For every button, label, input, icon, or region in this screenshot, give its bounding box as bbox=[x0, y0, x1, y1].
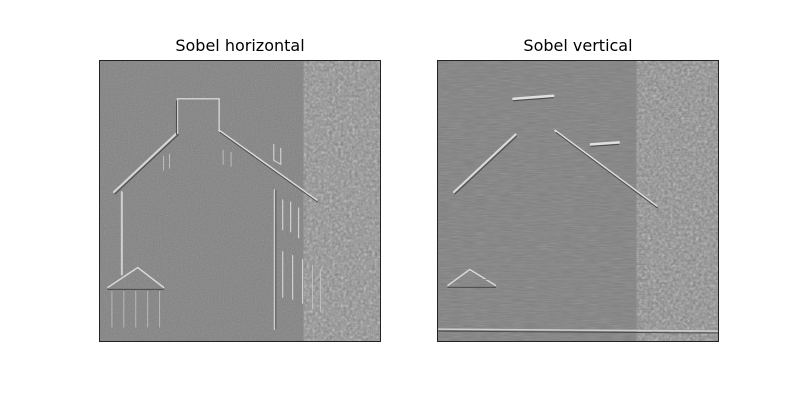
sobel-vertical-image bbox=[437, 60, 719, 342]
sobel-horizontal-drawing bbox=[100, 61, 380, 341]
title-sobel-horizontal: Sobel horizontal bbox=[175, 36, 305, 55]
sobel-vertical-drawing bbox=[438, 61, 718, 341]
sobel-horizontal-image bbox=[99, 60, 381, 342]
title-sobel-vertical: Sobel vertical bbox=[523, 36, 633, 55]
